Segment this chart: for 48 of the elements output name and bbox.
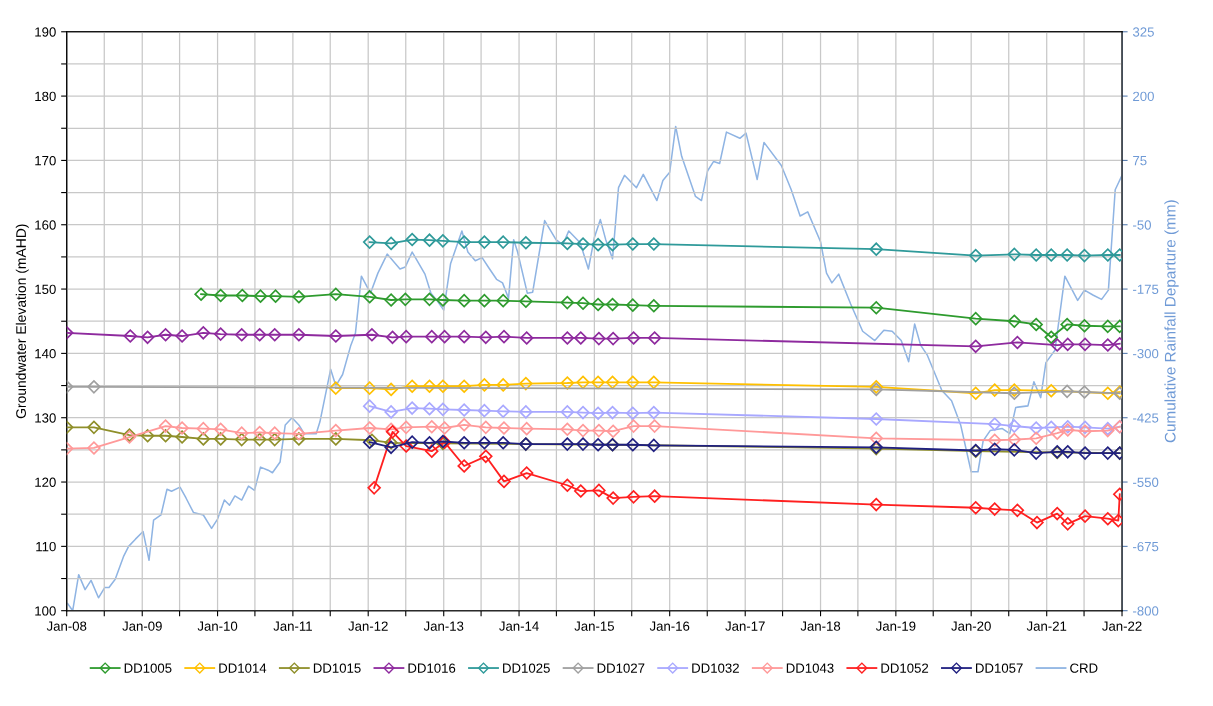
y2-tick-label: -425 [1133,413,1159,423]
legend-label: DD1027 [597,663,645,673]
y2-tick-label: 325 [1132,27,1154,37]
y-tick-label: 150 [35,284,56,294]
y-tick-label: 110 [36,541,56,552]
x-tick-label: Jan-18 [800,621,841,631]
x-tick-label: Jan-17 [725,621,765,631]
y2-tick-label: -550 [1133,477,1159,487]
y-tick-label: 180 [35,91,56,102]
legend-label: DD1016 [408,663,456,673]
x-tick-label: Jan-10 [197,621,238,631]
legend-label: DD1005 [124,663,172,673]
y-tick-label: 130 [35,413,56,423]
y-axis-title: Groundwater Elevation (mAHD) [15,224,29,419]
legend-label: CRD [1070,663,1098,673]
x-tick-label: Jan-19 [875,621,916,631]
y2-axis-title: Cumulative Rainfall Departure (mm) [1164,200,1179,443]
x-tick-label: Jan-16 [649,621,690,631]
y-tick-label: 120 [35,477,56,487]
y-tick-label: 100 [35,606,56,616]
x-tick-label: Jan-20 [951,621,991,631]
y2-tick-label: -800 [1133,606,1159,616]
y-tick-label: 160 [35,220,56,230]
y2-tick-label: -50 [1133,220,1151,230]
x-tick-label: Jan-15 [574,621,614,631]
y2-tick-label: -675 [1133,541,1159,552]
x-tick-label: Jan-09 [122,621,162,631]
y-tick-label: 190 [35,27,56,37]
x-tick-label: Jan-11 [273,621,312,631]
legend-label: DD1043 [786,663,834,673]
legend-label: DD1057 [976,663,1023,673]
x-tick-label: Jan-13 [423,621,464,631]
x-tick-label: Jan-22 [1102,621,1142,631]
legend-label: DD1032 [692,663,739,673]
legend-label: DD1052 [881,663,929,673]
legend-label: DD1014 [219,663,267,673]
x-tick-label: Jan-14 [499,621,539,631]
y2-tick-label: -175 [1133,284,1159,294]
x-tick-label: Jan-12 [348,621,388,631]
legend-label: DD1025 [503,663,550,673]
x-tick-label: Jan-21 [1026,621,1067,631]
y-tick-label: 140 [35,348,56,359]
y2-tick-label: 75 [1133,156,1147,166]
legend-label: DD1015 [313,663,361,673]
y2-tick-label: -300 [1133,348,1159,359]
y2-tick-label: 200 [1133,91,1154,102]
x-tick-label: Jan-08 [46,621,87,631]
y-tick-label: 170 [35,155,56,166]
